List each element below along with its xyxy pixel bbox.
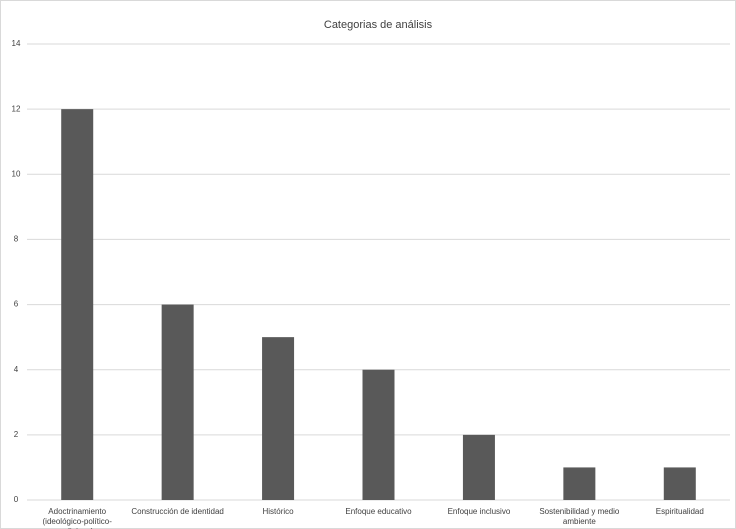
bar xyxy=(161,304,194,500)
bar xyxy=(663,467,696,500)
bar xyxy=(61,109,94,501)
x-tick-label: Histórico xyxy=(262,507,294,516)
bar xyxy=(563,467,596,500)
y-tick-label: 6 xyxy=(14,300,19,309)
chart-title: Categorias de análisis xyxy=(324,19,433,31)
bar xyxy=(462,434,495,500)
y-tick-label: 4 xyxy=(14,365,19,374)
x-tick-label: Sostenibilidad y medio ambiente xyxy=(539,507,620,526)
y-tick-label: 8 xyxy=(14,235,19,244)
x-tick-label: Adoctrinamiento (ideológico-político-rel… xyxy=(42,507,112,529)
x-tick-label: Enfoque educativo xyxy=(345,507,412,516)
y-tick-label: 2 xyxy=(14,430,19,439)
x-tick-label: Construcción de identidad xyxy=(131,507,224,516)
y-tick-label: 12 xyxy=(12,104,21,113)
y-tick-label: 10 xyxy=(12,169,21,178)
x-tick-label: Espiritualidad xyxy=(655,507,704,516)
bar xyxy=(362,369,395,500)
x-tick-label: Enfoque inclusivo xyxy=(447,507,511,516)
bar xyxy=(262,337,295,500)
y-tick-label: 14 xyxy=(12,39,21,48)
y-tick-label: 0 xyxy=(14,495,19,504)
